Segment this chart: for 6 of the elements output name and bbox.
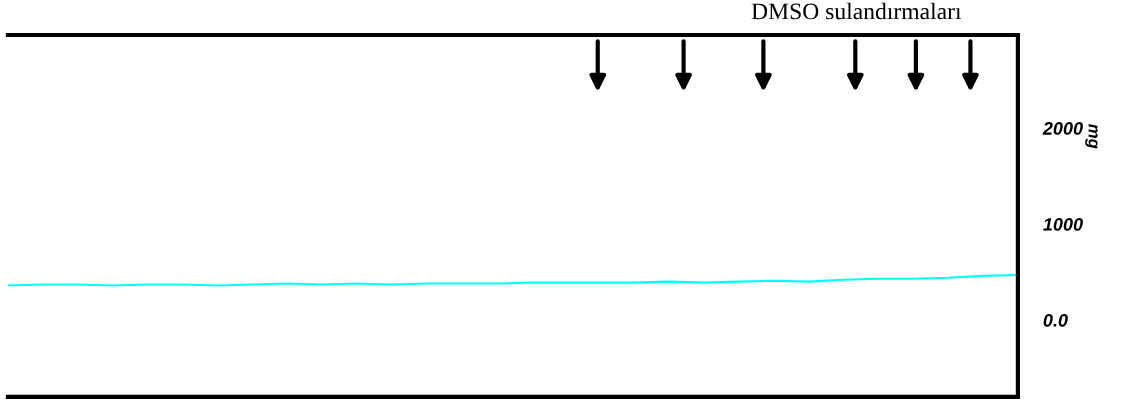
y-axis-title: mg — [1085, 124, 1098, 149]
chart-title: DMSO sulandırmaları — [751, 2, 962, 20]
y-tick-label: 2000 — [1042, 122, 1083, 135]
y-tick-label: 0.0 — [1043, 313, 1068, 327]
y-tick-label: 1000 — [1043, 218, 1083, 231]
line-series — [7, 273, 1018, 287]
